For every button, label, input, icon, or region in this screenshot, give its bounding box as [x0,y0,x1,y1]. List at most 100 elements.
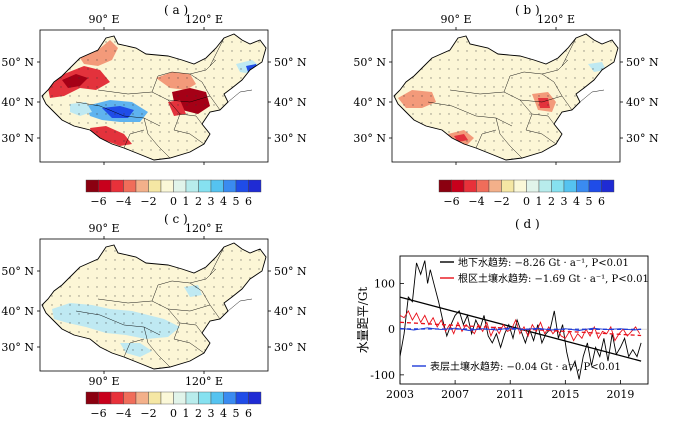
colorbar-tick-label: 6 [245,195,252,208]
colorbar-cell [123,391,137,405]
colorbar-cell [110,391,124,405]
left-tick-label: 40° N [1,96,34,109]
colorbar-cell [110,179,124,193]
colorbar-tick-label: −4 [115,407,131,420]
province-boundary [151,71,211,97]
colorbar-cell [85,179,99,193]
colorbar-cell [148,391,162,405]
colorbar-cell [210,179,224,193]
colorbar-cell [135,179,149,193]
right-tick-label: 30° N [626,132,659,145]
left-tick-label: 40° N [1,305,34,318]
right-tick-label: 50° N [274,56,307,69]
colorbar-tick-label: 3 [208,195,215,208]
colorbar-tick-label: 3 [208,407,215,420]
province-boundary [97,89,181,131]
colorbar-tick-label: 0 [170,407,177,420]
colorbar-tick-label: −6 [443,195,459,208]
left-tick-label: 50° N [1,265,34,278]
colorbar-tick-label: 1 [536,195,543,208]
map-panel-b: 90° E 120° E 50° N 50° N 40° N 40° N 30° N 30° … [353,13,659,165]
province-boundary [143,326,171,368]
china-outline [393,33,619,161]
legend-entry: 表层土壤水趋势: −0.04 Gt · a⁻¹, P<0.01 [430,360,621,373]
x-tick-label: 2003 [386,388,414,401]
colorbar-cell [248,179,262,193]
colorbar-cell [85,391,99,405]
colorbar-tick-label: 0 [523,195,530,208]
china-outline [41,33,267,161]
left-tick-label: 50° N [353,56,386,69]
province-boundary [123,129,145,149]
province-boundary [525,129,557,145]
colorbar-cell [160,391,174,405]
province-boundary [531,113,555,125]
colorbar-tick-label: 4 [220,195,227,208]
top-tick-label: 120° E [537,13,575,26]
colorbar-cell [451,179,465,193]
top-tick-label: 120° E [185,222,223,235]
colorbar-cell [588,179,602,193]
y-tick-label: 0 [388,323,395,336]
colorbar-tick-label: 6 [245,407,252,420]
province-boundary [475,129,497,149]
colorbar-c: −6 −4 −2 0 1 2 3 4 5 6 [85,391,262,420]
province-boundary [75,101,161,127]
bottom-tick-label: 120° E [185,375,223,388]
colorbar-cell [223,391,237,405]
colorbar-cell [185,391,199,405]
line-chart-panel-d: 2003 2007 2011 2015 2019 100 0 -100 水量距平/Gt 地下水趋势… [356,255,649,401]
x-tick-label: 2011 [496,388,524,401]
y-tick-label: 100 [374,277,395,290]
x-tick-label: 2015 [551,388,579,401]
top-tick-label: 90° E [88,13,119,26]
colorbar-cell [601,179,615,193]
colorbar-tick-label: 0 [170,195,177,208]
top-tick-label: 90° E [440,13,471,26]
colorbar-cell [173,179,187,193]
top-tick-label: 120° E [185,13,223,26]
colorbar-tick-label: −4 [468,195,484,208]
colorbar-cell [185,179,199,193]
colorbar-tick-label: 3 [561,195,568,208]
colorbar-tick-label: 5 [233,407,240,420]
legend-entry: 根区土壤水趋势: −1.69 Gt · a⁻¹, P<0.01 [458,272,649,285]
colorbar-cell [576,179,590,193]
province-boundary [503,71,563,97]
right-tick-label: 50° N [626,56,659,69]
colorbar-tick-label: 4 [220,407,227,420]
province-boundary [167,95,221,111]
province-boundary [179,113,203,125]
colorbar-cell [513,179,527,193]
province-boundary [519,95,573,111]
colorbar-cell [148,179,162,193]
colorbar-cell [123,179,137,193]
legend-entry: 地下水趋势: −8.26 Gt · a⁻¹, P<0.01 [458,256,629,269]
right-tick-label: 30° N [274,132,307,145]
map-panel-a: 90° E 120° E 50° N 50° N 40° N 40° N 30° N 30° … [1,13,307,165]
right-tick-label: 50° N [274,265,307,278]
left-tick-label: 40° N [353,96,386,109]
colorbar-cell [538,179,552,193]
right-tick-label: 30° N [274,341,307,354]
colorbar-cell [501,179,515,193]
x-tick-label: 2019 [606,388,634,401]
colorbar-tick-label: −2 [140,195,156,208]
colorbar-cell [160,179,174,193]
colorbar-cell [563,179,577,193]
colorbar-tick-label: −4 [115,195,131,208]
colorbar-cell [135,391,149,405]
y-tick-label: -100 [370,369,395,382]
colorbar-cell [98,391,112,405]
colorbar-cell [235,179,249,193]
colorbar-tick-label: 2 [195,195,202,208]
panel-a-label: ( a ) [164,3,188,17]
province-boundary [143,117,171,159]
panel-b-label: ( b ) [515,3,540,17]
province-boundary [179,322,203,334]
province-boundary [189,59,217,75]
colorbar-cell [438,179,452,193]
colorbar-tick-label: 2 [548,195,555,208]
colorbar-tick-label: 4 [573,195,580,208]
